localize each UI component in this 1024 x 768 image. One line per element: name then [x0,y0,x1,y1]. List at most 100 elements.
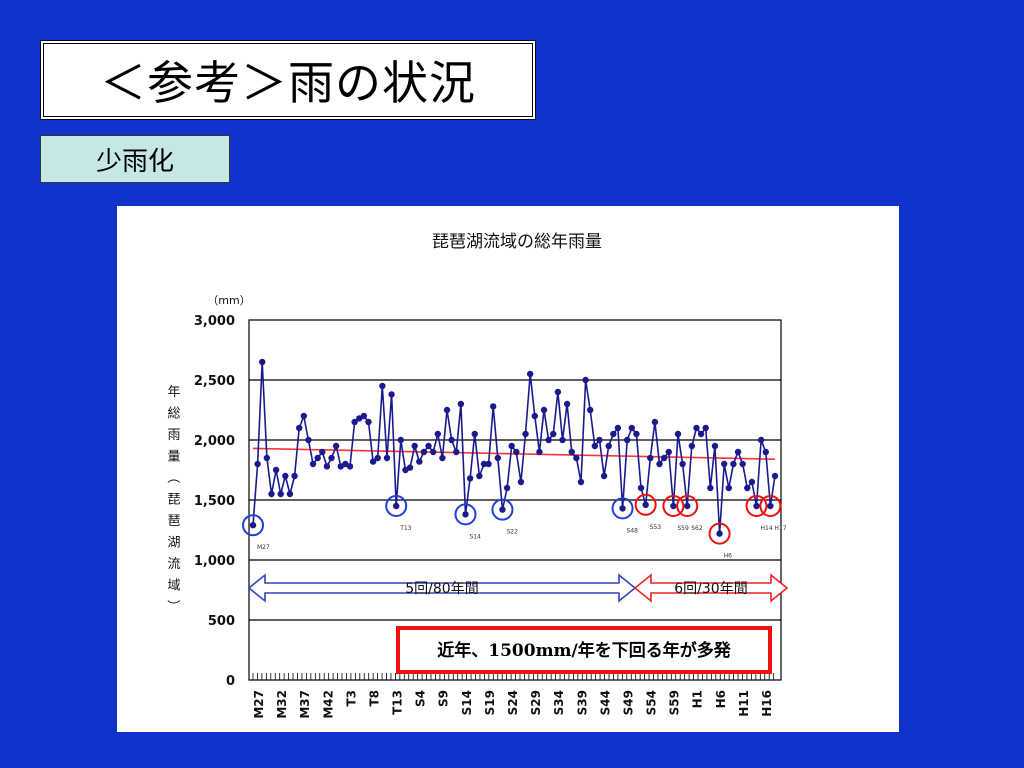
x-tick-label: S4 [414,690,428,707]
data-point [346,463,354,470]
data-point [600,472,608,480]
slide-subtitle: 少雨化 [40,135,230,183]
data-point [665,448,672,456]
data-point [697,430,705,438]
data-point [295,424,303,432]
data-point [550,430,557,438]
x-tick-label: T8 [367,690,381,707]
data-point [416,458,423,465]
circle-year-label: S62 [691,525,703,532]
data-point [471,430,478,438]
chart-panel: 琵琶湖流域の総年雨量 （mm） 0 500 1,000 1,500 2,000 2,500… [117,206,899,732]
x-tick-label: S14 [460,690,474,715]
data-point [443,406,451,414]
y-unit-label: （mm） [207,294,250,307]
x-tick-label: H6 [714,690,728,708]
data-point [272,466,280,474]
data-point [323,463,331,470]
y-axis-label-char: 年 [167,385,180,400]
data-point [540,406,548,414]
data-point [411,442,418,450]
low-rainfall-circle [611,497,634,520]
data-point [388,391,395,398]
data-point [476,472,483,480]
data-point [268,490,275,498]
x-tick-label: S49 [621,690,635,715]
data-point [767,502,774,510]
data-point [332,442,340,450]
circle-year-label: T13 [399,525,411,532]
data-point [383,454,391,462]
x-tick-label: M42 [321,690,335,719]
data-point [429,448,437,456]
x-tick-label: M32 [275,690,289,719]
data-point [744,484,751,492]
y-tick-label: 500 [208,614,235,629]
data-point [688,442,696,450]
circle-year-label: H17 [774,525,786,532]
data-point [277,490,284,498]
x-tick-label: S24 [506,690,520,715]
y-axis-label-char: 量 [167,450,180,465]
circle-year-label: H6 [724,553,733,560]
x-tick-label: S9 [437,690,451,707]
rainfall-chart: 琵琶湖流域の総年雨量 （mm） 0 500 1,000 1,500 2,000 2,500… [165,232,789,719]
arrow-6-of-30-shape [633,573,789,603]
data-point [720,460,728,468]
x-tick-label: M27 [252,690,266,719]
data-point [393,502,400,510]
x-tick-label: T13 [391,690,405,715]
data-point [490,403,497,410]
data-point [448,436,455,444]
y-tick-label: 1,500 [194,494,235,509]
x-tick-label: S54 [645,690,659,715]
data-point [623,436,631,444]
x-tick-label: S59 [668,690,682,715]
data-point [573,454,580,462]
data-point [379,382,386,390]
arrow-left-label: 5回/80年間 [405,581,478,597]
low-rainfall-circle [708,522,731,545]
data-point [531,412,538,420]
data-point [499,506,506,513]
low-rainfall-circle [662,495,685,517]
data-point [374,454,381,462]
data-point [485,460,492,468]
data-point [494,454,502,462]
data-point [771,472,779,480]
y-axis-label-char: 湖 [167,536,180,551]
data-point [730,460,737,468]
x-tick-label: H1 [691,690,705,708]
data-point [517,478,525,486]
data-point [434,430,441,438]
y-axis-label-char: 総 [167,407,180,422]
circle-year-label: S59 [677,525,689,532]
data-point [596,436,603,444]
y-tick-label: 2,000 [194,434,235,449]
data-point [716,530,723,537]
data-point [360,412,368,420]
data-point [263,454,271,462]
data-point [466,475,474,482]
data-point [660,454,668,462]
data-point [462,511,469,518]
data-point [545,436,552,444]
data-point [674,430,682,438]
data-point [610,430,617,438]
data-point [614,424,622,432]
data-point [656,460,663,468]
data-point [300,412,308,420]
y-tick-label: 2,500 [194,374,235,389]
data-point [679,460,686,468]
data-point [693,424,700,432]
data-point [563,400,571,408]
x-tick-label: S39 [575,690,589,715]
circle-year-label: S53 [650,524,662,531]
data-point [351,418,358,426]
data-point [453,448,460,456]
y-axis-label-char: 琶 [167,514,180,529]
data-point [587,406,594,414]
y-axis-label-char: ） [165,599,180,612]
data-point [282,472,289,480]
low-rainfall-circle [634,493,657,516]
